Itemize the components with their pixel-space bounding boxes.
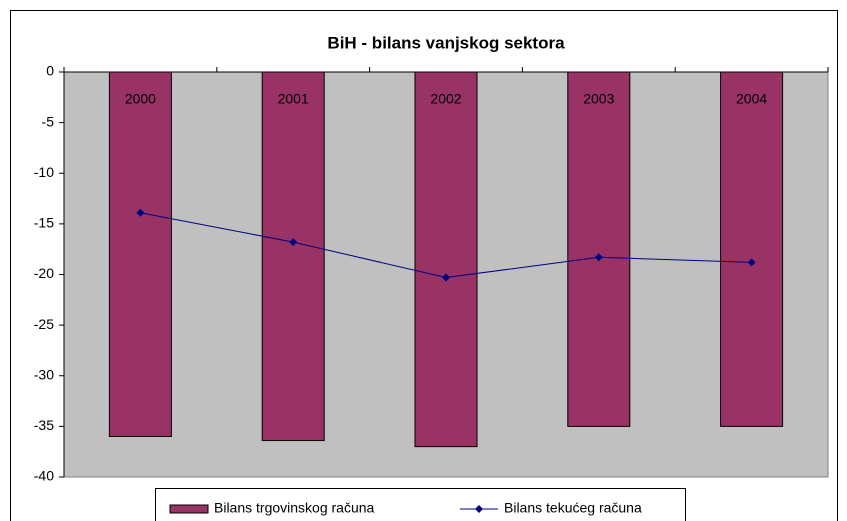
marker [136,208,145,217]
legend-label: Bilans tekućeg računa [504,500,642,516]
y-tick-label: 0 [46,63,54,79]
marker [442,273,450,282]
legend-swatch [169,504,209,514]
marker [594,253,603,262]
x-tick-label: 2004 [736,91,767,107]
y-tick-label: -10 [34,164,54,180]
legend-box [155,488,686,521]
legend-marker [475,505,483,513]
y-tick-label: -40 [34,468,54,484]
y-tick-label: -20 [34,265,54,281]
marker [289,238,298,247]
x-tick-label: 2000 [125,91,156,107]
legend-label: Bilans trgovinskog računa [214,500,375,516]
x-tick-label: 2003 [583,91,614,107]
x-tick-label: 2002 [430,91,461,107]
y-tick-label: -5 [42,113,55,129]
y-tick-label: -30 [34,366,54,382]
bar [414,71,478,448]
marker [747,258,756,267]
y-tick-label: -15 [34,215,54,231]
chart-title: BiH - bilans vanjskog sektora [327,33,565,52]
y-tick-label: -25 [34,316,54,332]
bar [720,71,784,427]
bar [261,71,325,442]
y-tick-label: -35 [34,417,54,433]
bar [108,71,172,437]
x-tick-label: 2001 [278,91,309,107]
bar [567,71,631,427]
